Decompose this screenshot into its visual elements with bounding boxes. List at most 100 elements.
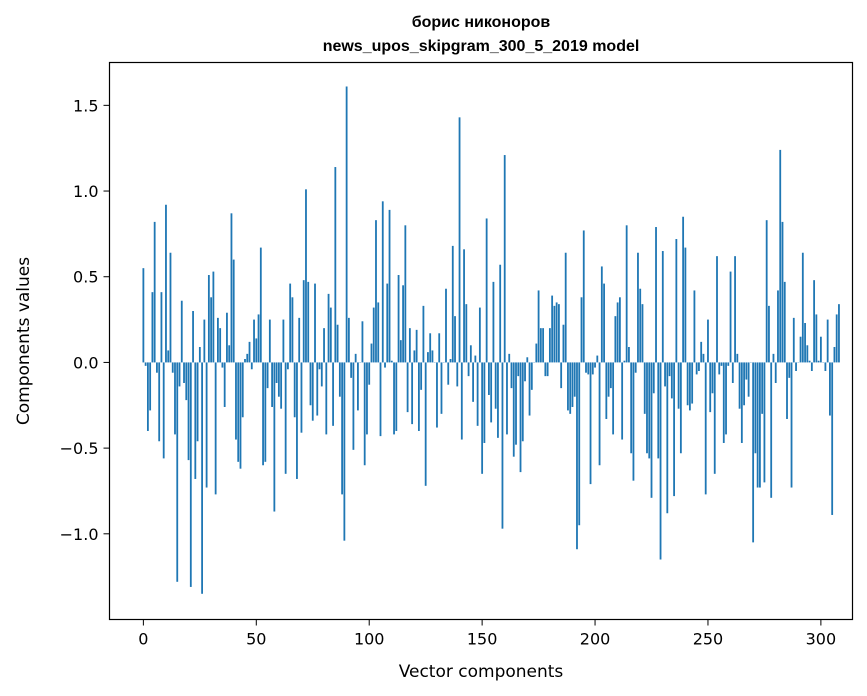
bar-component-226 (652, 362, 655, 394)
bar-component-308 (838, 304, 840, 363)
bar-component-250 (707, 319, 709, 363)
bar-component-296 (810, 362, 813, 371)
bar-component-34 (219, 328, 222, 363)
bar-component-278 (770, 362, 773, 498)
bar-component-161 (506, 362, 508, 435)
bar-component-188 (567, 362, 569, 411)
bar-component-82 (327, 293, 330, 363)
bar-component-108 (386, 283, 389, 363)
bar-component-100 (368, 362, 371, 385)
y-axis-ticks: −1.0 −0.5 0.0 0.5 1.0 1.5 (60, 96, 110, 544)
bar-component-30 (210, 297, 213, 363)
bar-component-260 (729, 271, 732, 363)
bar-component-84 (332, 362, 334, 426)
bar-component-31 (212, 271, 215, 363)
bar-component-204 (603, 283, 605, 363)
bar-component-230 (661, 251, 664, 363)
bar-component-139 (456, 362, 459, 387)
bar-component-235 (673, 362, 675, 497)
bar-component-19 (185, 362, 188, 401)
bar-component-289 (795, 362, 797, 371)
bar-component-140 (458, 117, 461, 363)
bar-component-284 (783, 281, 786, 363)
bar-component-227 (655, 227, 657, 363)
bar-component-53 (262, 362, 264, 466)
bar-component-131 (438, 333, 441, 363)
bar-component-299 (817, 360, 820, 363)
bar-component-168 (521, 362, 524, 442)
bar-component-271 (754, 362, 757, 454)
bar-component-75 (311, 362, 314, 421)
bar-component-184 (558, 304, 560, 363)
bar-component-40 (232, 259, 235, 363)
bar-component-17 (180, 300, 183, 363)
x-tick-label: 100 (354, 630, 385, 649)
bar-component-92 (350, 362, 353, 378)
bar-component-201 (596, 355, 599, 363)
bar-component-229 (659, 362, 662, 560)
bar-component-225 (650, 362, 653, 498)
bar-component-88 (341, 362, 344, 495)
bar-component-81 (325, 362, 328, 435)
bar-component-216 (630, 362, 633, 454)
bar-component-9 (162, 362, 165, 459)
bar-component-3 (149, 362, 152, 411)
bar-component-222 (643, 362, 646, 414)
bar-component-197 (587, 362, 590, 375)
bar-component-152 (485, 218, 488, 363)
bar-component-24 (196, 362, 199, 442)
bar-component-106 (381, 201, 384, 363)
bar-component-200 (594, 362, 596, 368)
bar-component-265 (740, 362, 743, 443)
bar-component-14 (174, 362, 176, 435)
bar-component-214 (625, 225, 628, 363)
bar-component-208 (612, 362, 615, 435)
bar-component-64 (287, 362, 289, 370)
bar-component-252 (711, 362, 714, 394)
bar-component-178 (544, 362, 547, 377)
bar-component-77 (316, 362, 319, 416)
bar-component-172 (530, 362, 533, 390)
bar-component-238 (679, 362, 682, 454)
bar-component-48 (250, 362, 253, 370)
bar-component-240 (684, 247, 687, 363)
bar-component-293 (804, 323, 806, 363)
bar-component-18 (183, 362, 185, 383)
bar-component-302 (824, 362, 827, 371)
bar-component-276 (765, 220, 768, 363)
bar-component-306 (833, 346, 836, 363)
bar-component-236 (675, 239, 678, 363)
bar-component-298 (815, 314, 818, 363)
bar-component-223 (646, 362, 648, 454)
bar-component-104 (377, 302, 380, 363)
bar-component-267 (745, 362, 748, 380)
bar-component-190 (571, 362, 574, 407)
bar-component-44 (241, 362, 244, 418)
bar-component-280 (774, 362, 777, 383)
bar-component-23 (194, 362, 197, 479)
bar-component-192 (576, 362, 578, 550)
bar-component-98 (363, 362, 366, 466)
bar-component-217 (632, 362, 635, 481)
bar-component-292 (801, 252, 804, 363)
bar-component-166 (517, 362, 520, 377)
bar-component-145 (469, 345, 472, 363)
bar-component-159 (501, 362, 504, 529)
x-tick-label: 250 (693, 630, 724, 649)
bar-component-5 (153, 221, 156, 363)
bar-component-6 (156, 362, 158, 373)
bar-component-109 (388, 209, 391, 363)
bar-component-149 (478, 307, 481, 363)
bar-component-295 (808, 360, 811, 363)
bar-component-165 (515, 362, 517, 445)
x-tick-label: 50 (246, 630, 266, 649)
y-tick-label: 0.5 (73, 268, 98, 287)
bar-component-116 (404, 225, 407, 363)
bar-component-155 (492, 281, 495, 363)
bar-component-291 (799, 336, 802, 363)
bar-component-228 (657, 362, 660, 459)
bar-component-112 (395, 362, 398, 431)
bars-group (142, 86, 840, 594)
bar-component-91 (347, 317, 350, 363)
